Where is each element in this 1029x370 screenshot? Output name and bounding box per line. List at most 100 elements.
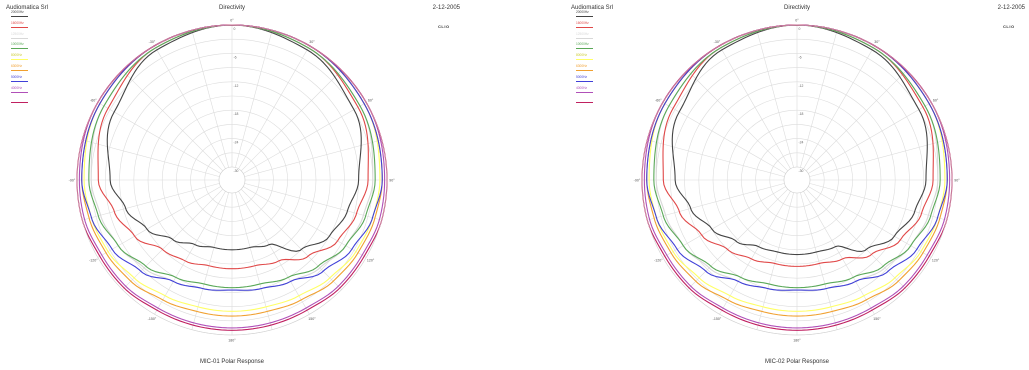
angle-tick-label: 30° bbox=[309, 40, 315, 44]
legend-item: 16000Hz bbox=[10, 21, 36, 32]
chart-caption: MIC-01 Polar Response bbox=[0, 359, 464, 365]
legend-swatch bbox=[11, 81, 28, 82]
angle-tick-label: -120° bbox=[654, 259, 663, 263]
legend-item: 6300Hz bbox=[10, 64, 36, 75]
r-tick-label: 0 bbox=[234, 27, 236, 31]
r-tick-label: -24 bbox=[799, 141, 804, 145]
angle-tick-label: -30° bbox=[714, 40, 721, 44]
angle-tick-label: -90° bbox=[634, 179, 641, 183]
legend-swatch bbox=[11, 59, 28, 60]
legend-item: 4000Hz bbox=[10, 86, 36, 97]
r-tick-label: -30 bbox=[799, 169, 804, 173]
legend-label: 16000Hz bbox=[576, 21, 589, 25]
legend-swatch bbox=[11, 38, 28, 39]
legend-swatch bbox=[576, 70, 593, 71]
r-tick-label: -6 bbox=[234, 55, 237, 59]
r-tick-label: -30 bbox=[234, 169, 239, 173]
angle-tick-label: -60° bbox=[655, 99, 662, 103]
legend-item: 20000Hz bbox=[10, 10, 36, 21]
angle-tick-label: 60° bbox=[368, 99, 374, 103]
series-line-16000Hz bbox=[98, 25, 368, 269]
legend-swatch bbox=[576, 27, 593, 28]
legend-label: 12500Hz bbox=[576, 32, 589, 36]
legend-swatch bbox=[11, 70, 28, 71]
r-tick-label: -6 bbox=[799, 55, 802, 59]
inner-ring bbox=[219, 167, 245, 193]
legend-item: 10000Hz bbox=[575, 42, 601, 53]
r-tick-label: -18 bbox=[799, 112, 804, 116]
legend-label: 6300Hz bbox=[11, 64, 22, 68]
legend-item: 12500Hz bbox=[575, 32, 601, 43]
angle-tick-label: -150° bbox=[713, 317, 722, 321]
angle-tick-label: -120° bbox=[89, 259, 98, 263]
polar-plot: 0 -6 -12 -18 -24 -30 0° 30° 60° 90° 120° 150° 180° -1… bbox=[0, 0, 464, 370]
legend-label: 16000Hz bbox=[11, 21, 24, 25]
legend-label: 5000Hz bbox=[11, 75, 22, 79]
legend-swatch bbox=[11, 102, 28, 103]
angle-tick-label: 90° bbox=[389, 179, 395, 183]
legend-item: 16000Hz bbox=[575, 21, 601, 32]
legend-swatch bbox=[11, 48, 28, 49]
legend-item bbox=[575, 96, 601, 107]
legend-label: 20000Hz bbox=[576, 10, 589, 14]
legend: 20000Hz 16000Hz 12500Hz 10000Hz 8000Hz 6300Hz… bbox=[575, 10, 601, 107]
inner-ring bbox=[784, 167, 810, 193]
legend-item: 5000Hz bbox=[10, 75, 36, 86]
legend-swatch bbox=[576, 48, 593, 49]
r-tick-label: -12 bbox=[234, 84, 239, 88]
angle-tick-label: 0° bbox=[795, 19, 799, 23]
angle-tick-label: 0° bbox=[230, 19, 234, 23]
legend-item: 20000Hz bbox=[575, 10, 601, 21]
legend-swatch bbox=[576, 16, 593, 17]
legend-swatch bbox=[576, 81, 593, 82]
angle-tick-label: 90° bbox=[954, 179, 960, 183]
polar-chart-panel-mic-01: Audiomatica Srl Directivity 2-12-2005 CL… bbox=[0, 0, 514, 370]
legend-item bbox=[10, 96, 36, 107]
series-line-16000Hz bbox=[663, 25, 933, 266]
legend-swatch bbox=[576, 102, 593, 103]
angle-tick-label: -150° bbox=[148, 317, 157, 321]
legend-label: 20000Hz bbox=[11, 10, 24, 14]
r-tick-label: -12 bbox=[799, 84, 804, 88]
angle-tick-label: 120° bbox=[367, 259, 375, 263]
legend-label: 10000Hz bbox=[11, 42, 24, 46]
legend-label: 4000Hz bbox=[11, 86, 22, 90]
legend-swatch bbox=[11, 92, 28, 93]
legend-swatch bbox=[576, 38, 593, 39]
legend-swatch bbox=[11, 27, 28, 28]
r-tick-label: -18 bbox=[234, 112, 239, 116]
r-tick-label: 0 bbox=[799, 27, 801, 31]
legend-swatch bbox=[576, 92, 593, 93]
legend-label: 5000Hz bbox=[576, 75, 587, 79]
legend-label: 6300Hz bbox=[576, 64, 587, 68]
legend-item: 10000Hz bbox=[10, 42, 36, 53]
legend-item: 4000Hz bbox=[575, 86, 601, 97]
legend-swatch bbox=[576, 59, 593, 60]
angle-tick-label: 180° bbox=[793, 339, 801, 343]
legend-swatch bbox=[11, 16, 28, 17]
legend-item: 5000Hz bbox=[575, 75, 601, 86]
angle-tick-label: -60° bbox=[90, 99, 97, 103]
polar-chart-panel-mic-02: Audiomatica Srl Directivity 2-12-2005 CL… bbox=[565, 0, 1029, 370]
legend-label: 8000Hz bbox=[576, 53, 587, 57]
r-tick-label: -24 bbox=[234, 141, 239, 145]
angle-tick-label: 180° bbox=[228, 339, 236, 343]
legend: 20000Hz 16000Hz 12500Hz 10000Hz 8000Hz 6300Hz… bbox=[10, 10, 36, 107]
angle-tick-label: 120° bbox=[932, 259, 940, 263]
legend-label: 10000Hz bbox=[576, 42, 589, 46]
legend-label: 12500Hz bbox=[11, 32, 24, 36]
angle-tick-label: -90° bbox=[69, 179, 76, 183]
legend-label: 8000Hz bbox=[11, 53, 22, 57]
polar-plot: 0 -6 -12 -18 -24 -30 0° 30° 60° 90° 120° 150° 180° -1… bbox=[565, 0, 1029, 370]
legend-item: 6300Hz bbox=[575, 64, 601, 75]
angle-tick-label: 30° bbox=[874, 40, 880, 44]
angle-tick-label: 60° bbox=[933, 99, 939, 103]
legend-label: 4000Hz bbox=[576, 86, 587, 90]
chart-caption: MIC-02 Polar Response bbox=[565, 359, 1029, 365]
legend-item: 8000Hz bbox=[575, 53, 601, 64]
legend-item: 8000Hz bbox=[10, 53, 36, 64]
legend-item: 12500Hz bbox=[10, 32, 36, 43]
angle-tick-label: -30° bbox=[149, 40, 156, 44]
angle-tick-label: 150° bbox=[873, 317, 881, 321]
angle-tick-label: 150° bbox=[308, 317, 316, 321]
